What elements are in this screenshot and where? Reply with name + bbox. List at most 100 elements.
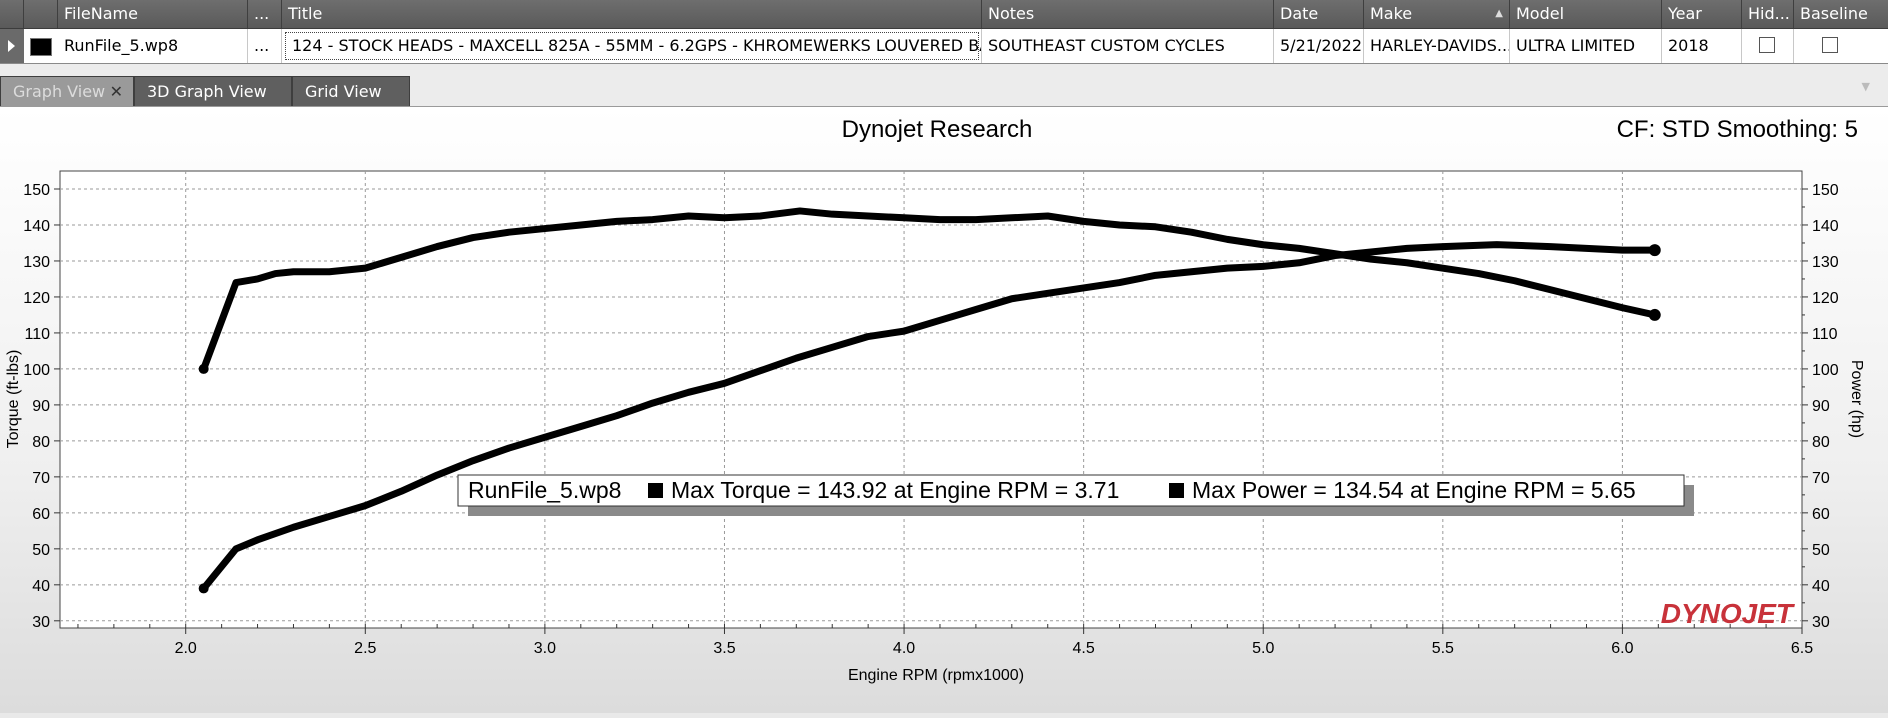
color-column-header[interactable] — [24, 0, 58, 28]
tab-3d-graph-view[interactable]: 3D Graph View — [134, 76, 292, 106]
axis-ticks — [54, 188, 1808, 634]
view-tabstrip: Graph View ✕ 3D Graph View Grid View ▼ — [0, 64, 1888, 106]
graph-panel: Dynojet Research CF: STD Smoothing: 5 2.… — [0, 106, 1888, 713]
column-header-year[interactable]: Year — [1662, 0, 1742, 28]
column-header-ellipsis[interactable]: ... — [248, 0, 282, 28]
x-tick-label: 2.5 — [354, 640, 376, 657]
grid-header: FileName ... Title Notes Date Make ▲ Mod… — [0, 0, 1888, 29]
cell-model[interactable]: ULTRA LIMITED — [1510, 29, 1662, 63]
cell-filename[interactable]: RunFile_5.wp8 — [58, 29, 248, 63]
column-header-model[interactable]: Model — [1510, 0, 1662, 28]
y-tick-label: 80 — [32, 434, 50, 451]
tab-grid-view[interactable]: Grid View — [292, 76, 410, 106]
plot-area[interactable] — [59, 170, 1803, 629]
dyno-chart: Dynojet Research CF: STD Smoothing: 5 2.… — [5, 116, 1865, 684]
y-tick-label: 30 — [32, 614, 50, 631]
x-axis-label: Engine RPM (rpmx1000) — [848, 667, 1024, 684]
y-tick-label: 40 — [32, 578, 50, 595]
series-layer — [198, 207, 1661, 594]
hidden-checkbox[interactable] — [1759, 37, 1775, 53]
column-header-make[interactable]: Make ▲ — [1364, 0, 1510, 28]
y-tick-label: 90 — [32, 398, 50, 415]
x-tick-label: 5.0 — [1252, 640, 1274, 657]
y2-tick-label: 100 — [1812, 362, 1839, 379]
y2-tick-label: 120 — [1812, 290, 1839, 307]
y2-tick-label: 140 — [1812, 218, 1839, 235]
row-selector[interactable] — [0, 29, 24, 63]
x-tick-label: 6.0 — [1611, 640, 1633, 657]
y2-tick-label: 130 — [1812, 254, 1839, 271]
y2-tick-label: 80 — [1812, 434, 1830, 451]
baseline-checkbox[interactable] — [1822, 37, 1838, 53]
x-tick-label: 4.5 — [1073, 640, 1095, 657]
close-icon[interactable]: ✕ — [109, 82, 123, 101]
tab-overflow-icon[interactable]: ▼ — [1861, 80, 1870, 93]
power-start-point — [198, 583, 209, 594]
cell-date[interactable]: 5/21/2022 — [1274, 29, 1364, 63]
tick-labels: 2.0 2.5 3.0 3.5 4.0 4.5 5.0 5.5 6.0 6.5 30 30 40 40 50… — [23, 182, 1839, 657]
y-tick-label: 70 — [32, 470, 50, 487]
y2-tick-label: 40 — [1812, 578, 1830, 595]
tab-graph-view-label: Graph View — [13, 82, 106, 101]
legend-torque-text: Max Torque = 143.92 at Engine RPM = 3.71 — [671, 477, 1119, 503]
torque-curve[interactable] — [200, 207, 1659, 373]
table-row[interactable]: RunFile_5.wp8 ... 124 - STOCK HEADS - MA… — [0, 29, 1888, 64]
y2-axis-label: Power (hp) — [1848, 360, 1865, 438]
y-tick-label: 150 — [23, 182, 50, 199]
column-header-filename[interactable]: FileName — [58, 0, 248, 28]
y2-tick-label: 150 — [1812, 182, 1839, 199]
y2-tick-label: 70 — [1812, 470, 1830, 487]
y-tick-label: 60 — [32, 506, 50, 523]
y2-tick-label: 90 — [1812, 398, 1830, 415]
power-end-point — [1648, 244, 1661, 257]
legend-power-swatch — [1169, 483, 1184, 498]
correction-label: CF: STD Smoothing: 5 — [1617, 116, 1858, 143]
column-header-date[interactable]: Date — [1274, 0, 1364, 28]
cell-hidden — [1742, 29, 1794, 63]
tab-graph-view[interactable]: Graph View ✕ — [0, 76, 134, 106]
row-pointer-icon — [8, 40, 15, 52]
y2-tick-label: 30 — [1812, 614, 1830, 631]
column-header-baseline[interactable]: Baseline — [1800, 4, 1868, 23]
column-header-title[interactable]: Title — [282, 0, 982, 28]
y2-tick-label: 60 — [1812, 506, 1830, 523]
cell-ellipsis-button[interactable]: ... — [248, 29, 282, 63]
legend-power-text: Max Power = 134.54 at Engine RPM = 5.65 — [1192, 477, 1636, 503]
grid-lines — [60, 171, 1802, 628]
x-tick-label: 5.5 — [1432, 640, 1454, 657]
tab-grid-view-label: Grid View — [305, 82, 382, 101]
chart-title: Dynojet Research — [842, 116, 1033, 143]
y-tick-label: 110 — [24, 326, 50, 343]
legend-file: RunFile_5.wp8 — [468, 477, 621, 503]
y-tick-label: 50 — [32, 542, 50, 559]
torque-end-point — [1648, 308, 1661, 321]
cell-notes[interactable]: SOUTHEAST CUSTOM CYCLES — [982, 29, 1274, 63]
y-tick-label: 120 — [23, 290, 50, 307]
x-tick-label: 4.0 — [893, 640, 915, 657]
cell-baseline — [1794, 29, 1888, 63]
y2-tick-label: 50 — [1812, 542, 1830, 559]
y-tick-label: 100 — [23, 362, 50, 379]
y-axis-label: Torque (ft-lbs) — [5, 350, 22, 449]
cell-title[interactable]: 124 - STOCK HEADS - MAXCELL 825A - 55MM … — [282, 29, 982, 63]
x-tick-label: 6.5 — [1791, 640, 1813, 657]
power-curve[interactable] — [200, 241, 1659, 592]
y-tick-label: 140 — [23, 218, 50, 235]
cell-year[interactable]: 2018 — [1662, 29, 1742, 63]
cell-make[interactable]: HARLEY-DAVIDS... — [1364, 29, 1510, 63]
row-indicator-header — [0, 0, 24, 28]
tab-3d-graph-view-label: 3D Graph View — [147, 82, 267, 101]
sort-ascending-icon: ▲ — [1495, 8, 1503, 19]
torque-start-point — [198, 363, 209, 374]
x-tick-label: 2.0 — [175, 640, 197, 657]
column-header-hidden[interactable]: Hid... — [1742, 0, 1794, 28]
x-tick-label: 3.0 — [534, 640, 556, 657]
dynojet-logo: DYNOJET — [1661, 598, 1796, 629]
y-tick-label: 130 — [23, 254, 50, 271]
y2-tick-label: 110 — [1812, 326, 1838, 343]
x-tick-label: 3.5 — [713, 640, 735, 657]
column-header-make-label: Make — [1370, 4, 1413, 23]
run-color-swatch[interactable] — [30, 38, 52, 56]
column-header-notes[interactable]: Notes — [982, 0, 1274, 28]
legend-torque-swatch — [648, 483, 663, 498]
